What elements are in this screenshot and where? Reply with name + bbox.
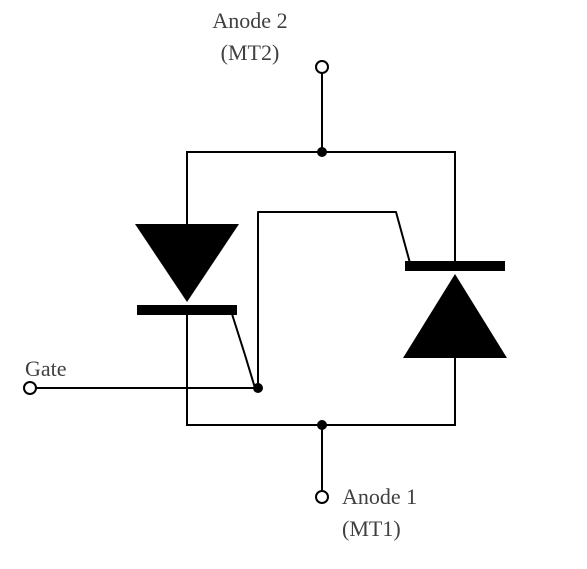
left-scr-symbol	[135, 224, 255, 388]
terminal-mt2	[316, 61, 328, 73]
terminal-gate	[24, 382, 36, 394]
label-anode2: Anode 2	[212, 8, 287, 33]
label-mt2: (MT2)	[221, 40, 280, 65]
triac-equivalent-circuit-diagram: Anode 2 (MT2) Gate Anode 1 (MT1)	[0, 0, 587, 569]
label-gate: Gate	[25, 356, 67, 381]
terminal-mt1	[316, 491, 328, 503]
right-scr-symbol	[258, 212, 507, 388]
label-anode1: Anode 1	[342, 484, 417, 509]
label-mt1: (MT1)	[342, 516, 401, 541]
